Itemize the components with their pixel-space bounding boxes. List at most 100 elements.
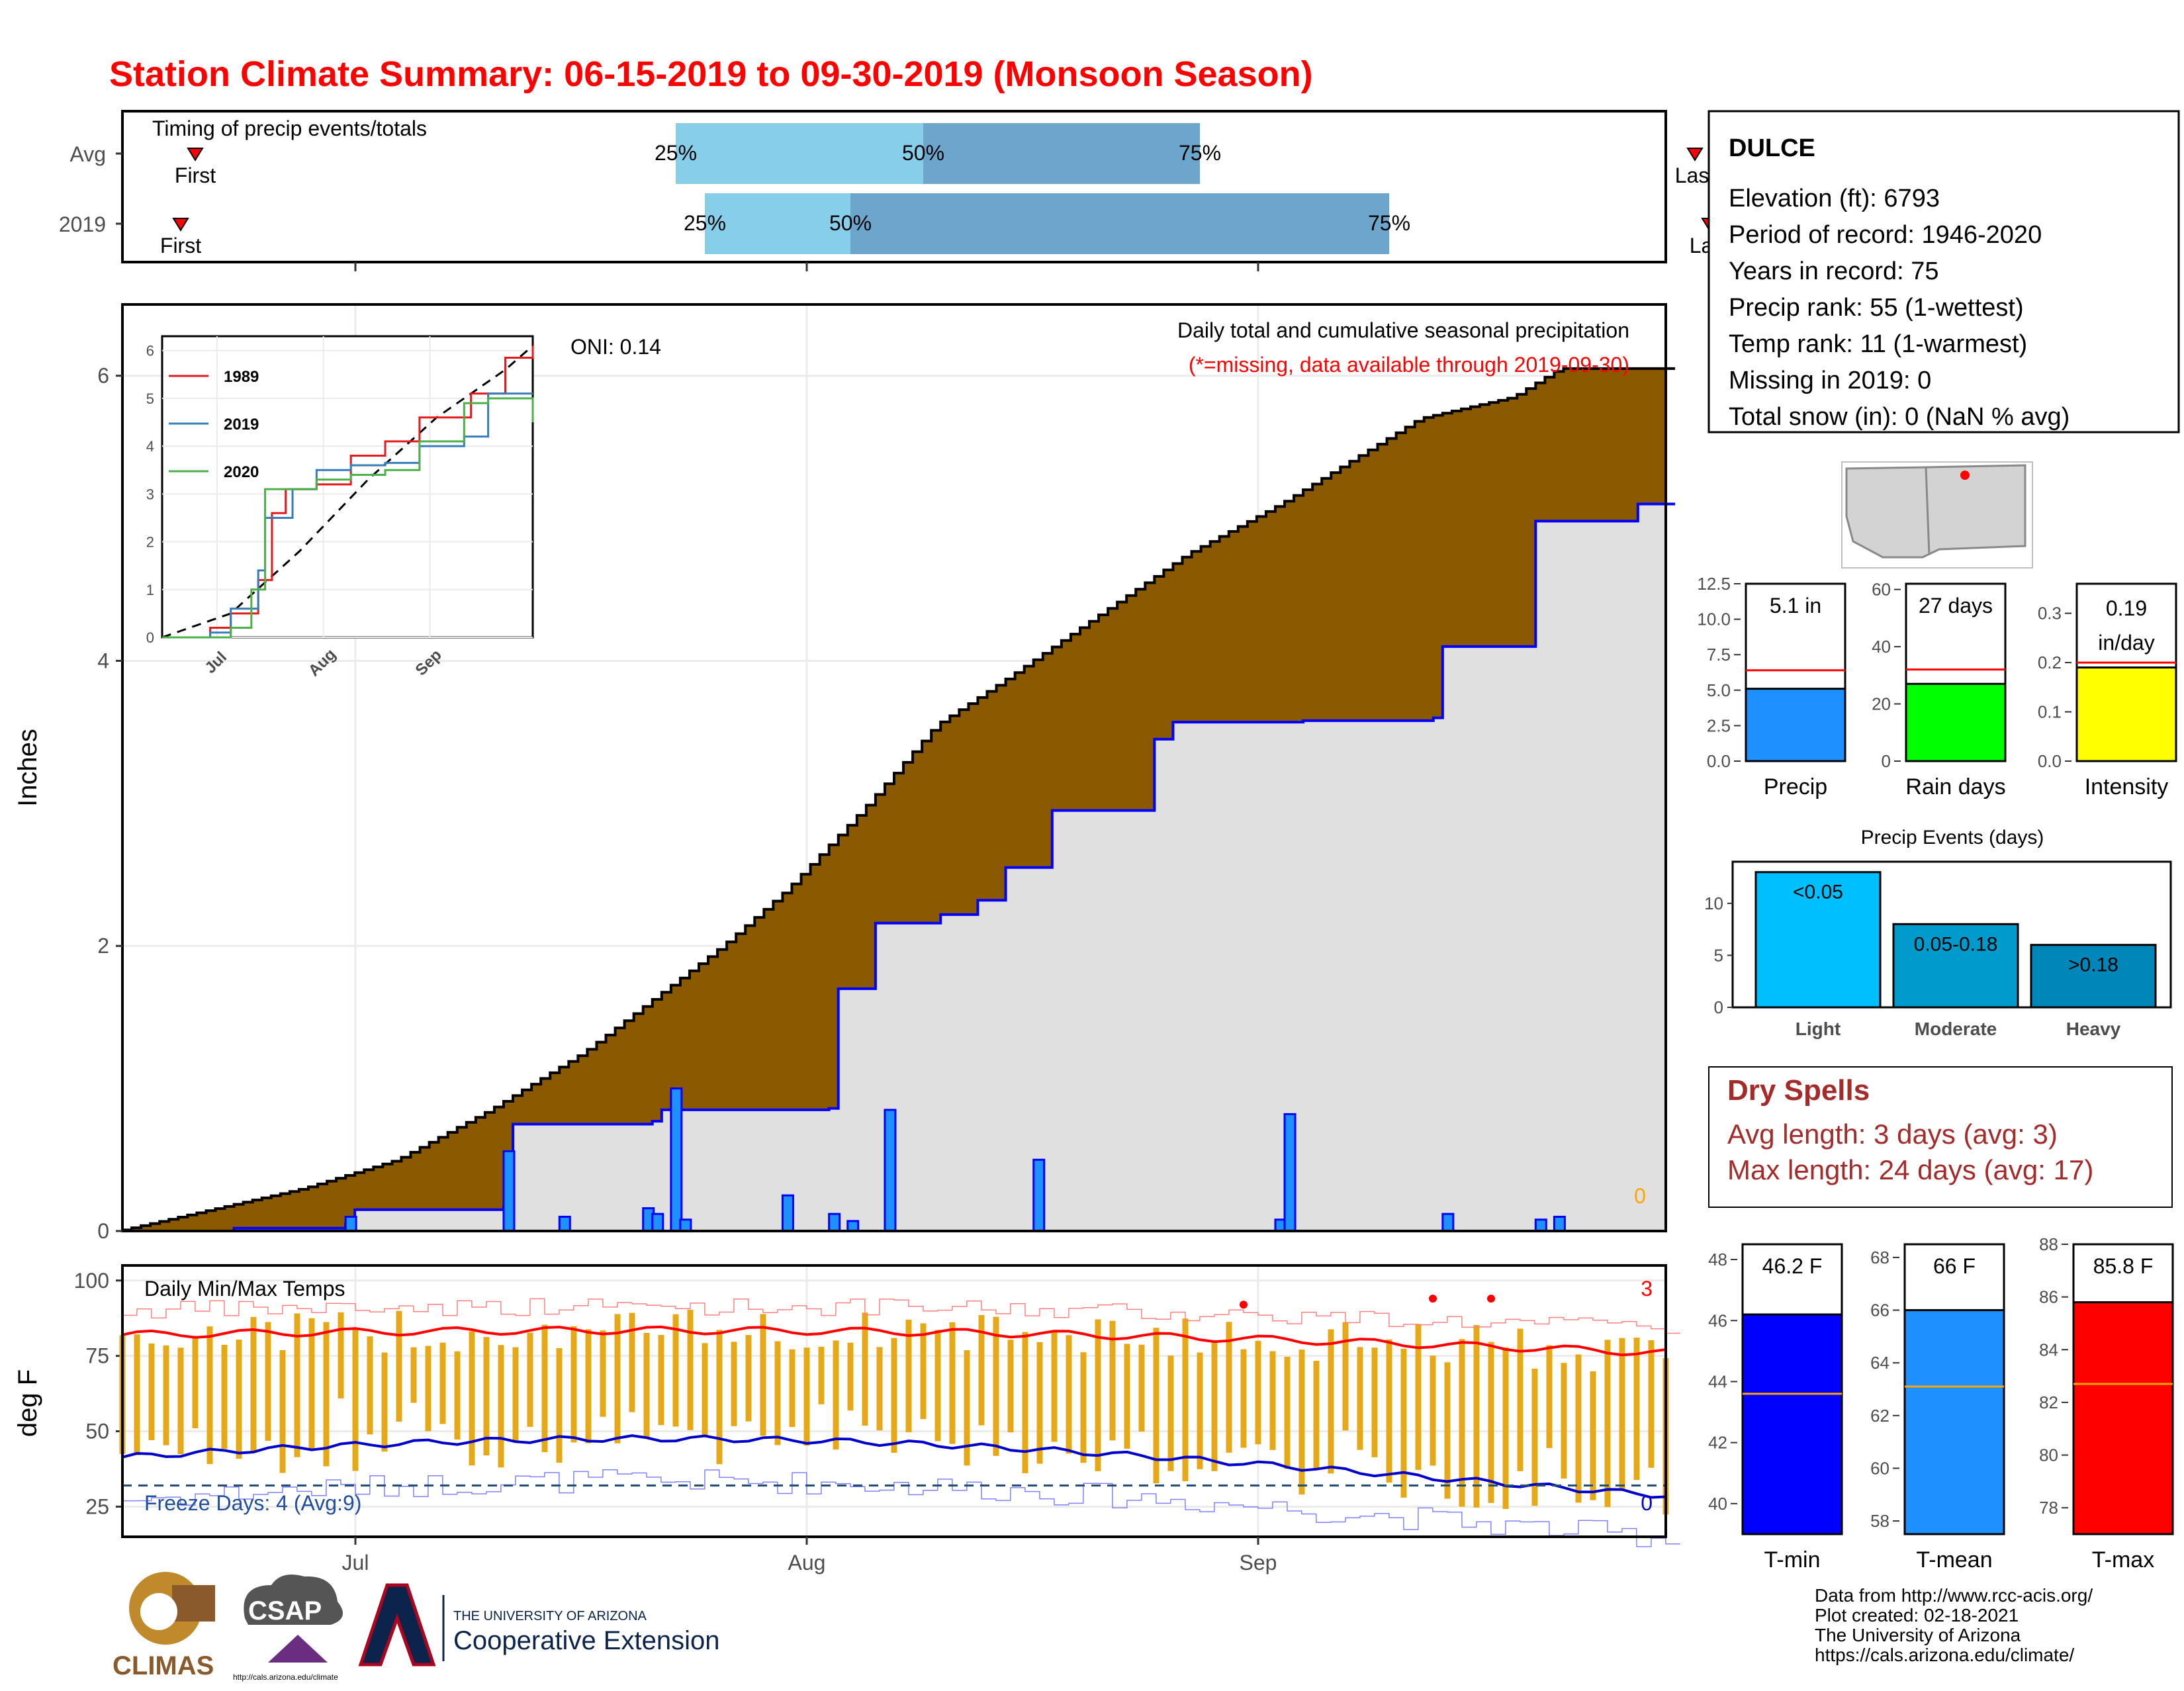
credit-line-url: https://cals.arizona.edu/climate/ — [1815, 1645, 2074, 1665]
summary-bar-rain-days — [1905, 682, 2007, 762]
precip-panel-title: Daily total and cumulative seasonal prec… — [1177, 318, 1629, 342]
summary-y-tick-label: 12.5 — [1697, 574, 1731, 594]
daily-precip-bar — [502, 1150, 516, 1232]
summary-y-tick-label: 68 — [1870, 1248, 1889, 1267]
below-average-deficit — [1070, 634, 1081, 811]
below-average-deficit — [745, 925, 755, 1110]
below-average-deficit — [298, 1189, 309, 1228]
below-average-deficit — [633, 1013, 644, 1124]
daily-temp-range-bar — [221, 1344, 228, 1449]
below-average-deficit — [392, 1161, 402, 1210]
daily-temp-range-bar — [1488, 1342, 1494, 1503]
average-min-temp-line — [122, 1434, 1666, 1499]
daily-temp-range-bar — [774, 1341, 781, 1445]
daily-temp-range-bar — [338, 1312, 344, 1398]
daily-temp-range-bar — [833, 1340, 839, 1450]
average-max-temp-line — [122, 1325, 1666, 1357]
daily-temp-range-bar — [1575, 1354, 1582, 1503]
below-average-deficit — [1275, 506, 1285, 723]
summary-y-tick-label: 64 — [1870, 1353, 1889, 1373]
below-average-deficit — [810, 864, 821, 1110]
below-average-deficit — [606, 1034, 616, 1124]
summary-value-label: 0.19 — [2106, 596, 2147, 620]
below-average-deficit — [1591, 368, 1602, 522]
below-average-deficit — [736, 933, 746, 1110]
daily-temp-range-bar — [410, 1347, 417, 1403]
daily-temp-range-bar — [1226, 1322, 1232, 1453]
dry-spells-max-line: Max length: 24 days (avg: 17) — [1727, 1154, 2093, 1185]
station-location-map — [1841, 461, 2033, 569]
daily-precip-bar — [679, 1218, 692, 1232]
daily-temp-range-bar — [1153, 1328, 1160, 1484]
summary-bar-precip — [1745, 688, 1846, 762]
daily-temp-range-bar — [978, 1314, 985, 1426]
below-average-deficit — [1582, 368, 1592, 522]
precip-event-bar-heavy — [2030, 944, 2157, 1009]
summary-y-tick-label: 0.0 — [1707, 751, 1731, 771]
daily-temp-range-bar — [512, 1347, 519, 1441]
below-average-deficit — [141, 1225, 151, 1231]
below-average-deficit — [643, 1006, 653, 1124]
below-average-deficit — [178, 1217, 188, 1231]
daily-temp-range-bar — [1415, 1324, 1422, 1470]
below-average-deficit — [1442, 413, 1453, 647]
below-average-deficit — [1145, 582, 1155, 811]
below-average-deficit — [1312, 484, 1322, 721]
station-info-line: Period of record: 1946-2020 — [1729, 221, 2042, 249]
below-average-deficit — [401, 1157, 412, 1210]
below-average-deficit — [1015, 672, 1025, 868]
daily-temp-range-bar — [891, 1338, 897, 1453]
university-of-arizona-logo: THE UNIVERSITY OF ARIZONA Cooperative Ex… — [358, 1583, 719, 1667]
below-average-deficit — [215, 1209, 226, 1231]
below-average-deficit — [950, 715, 960, 915]
below-average-deficit — [1052, 647, 1062, 811]
freeze-days-label: Freeze Days: 4 (Avg:9) — [144, 1491, 361, 1515]
summary-y-tick-label: 78 — [2039, 1498, 2058, 1518]
summary-y-tick-label: 7.5 — [1707, 645, 1731, 664]
station-info-line: Temp rank: 11 (1-warmest) — [1729, 330, 2027, 358]
precip-y-tick-label: 2 — [97, 934, 109, 958]
daily-temp-range-bar — [1648, 1340, 1655, 1468]
freeze-days-count: 0 — [1641, 1491, 1653, 1515]
timing-first-marker — [187, 148, 204, 161]
below-average-deficit — [1089, 621, 1099, 811]
observed-cumulative-line — [122, 502, 1676, 1232]
daily-temp-range-bar — [206, 1326, 213, 1465]
daily-temp-range-bar — [1036, 1342, 1043, 1464]
below-average-deficit — [150, 1223, 160, 1231]
summary-y-tick-label: 86 — [2039, 1287, 2058, 1307]
below-average-deficit — [364, 1169, 374, 1210]
daily-temp-range-bar — [1328, 1329, 1334, 1474]
precip-panel-subtitle: (*=missing, data available through 2019-… — [1189, 353, 1629, 377]
below-average-deficit — [327, 1181, 337, 1228]
summary-y-tick-label: 80 — [2039, 1445, 2058, 1465]
summary-y-tick-label: 20 — [1872, 694, 1891, 714]
below-average-deficit — [289, 1191, 300, 1228]
summary-y-tick-label: 0 — [1882, 751, 1891, 771]
daily-temp-range-bar — [1255, 1340, 1261, 1445]
below-average-deficit — [1396, 432, 1406, 721]
x-axis-month-label: Sep — [1240, 1551, 1277, 1575]
summary-y-tick-label: 82 — [2039, 1393, 2058, 1412]
below-average-deficit — [1201, 546, 1211, 723]
below-average-deficit — [959, 709, 969, 915]
station-name: DULCE — [1729, 134, 1815, 162]
daily-temp-range-bar — [1546, 1345, 1553, 1448]
below-average-deficit — [1108, 608, 1118, 811]
below-average-deficit — [1173, 563, 1183, 723]
below-average-deficit — [587, 1049, 598, 1124]
below-average-deficit — [866, 805, 876, 989]
below-average-deficit — [1572, 368, 1583, 522]
below-average-deficit — [522, 1089, 532, 1124]
daily-temp-range-bar — [294, 1313, 300, 1457]
station-info-line: Missing in 2019: 0 — [1729, 367, 1931, 394]
daily-temp-range-bar — [1502, 1347, 1509, 1509]
summary-category-label: T-min — [1764, 1547, 1821, 1573]
station-info-line: Elevation (ft): 6793 — [1729, 185, 1940, 212]
daily-temp-range-bar — [454, 1351, 461, 1440]
below-average-deficit — [1191, 551, 1202, 723]
daily-temp-range-bar — [541, 1324, 548, 1453]
inset-legend-label: 2020 — [224, 463, 259, 481]
summary-y-tick-label: 48 — [1708, 1250, 1727, 1269]
below-average-deficit — [931, 730, 941, 923]
